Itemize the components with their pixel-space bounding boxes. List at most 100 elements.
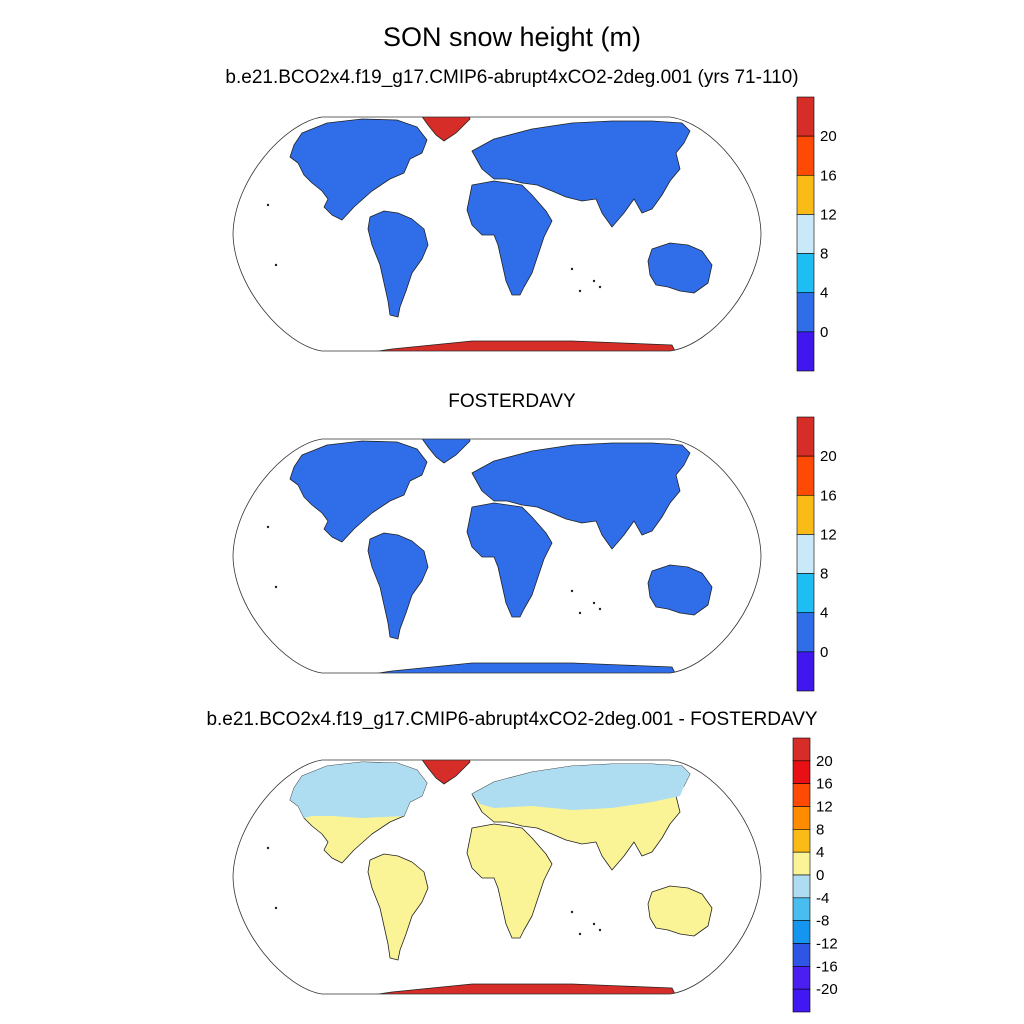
south-america-landmass — [367, 532, 429, 640]
island-coastline — [274, 263, 278, 267]
island-coastline — [274, 585, 278, 589]
eurasia-landmass — [471, 120, 691, 228]
colorbar-tick-label: -8 — [816, 913, 829, 930]
colorbar-swatch — [796, 416, 815, 457]
colorbar-swatch — [796, 651, 815, 692]
figure-title: SON snow height (m) — [382, 22, 642, 52]
north-america-landmass — [289, 440, 428, 543]
colorbar-swatch — [796, 253, 815, 294]
greenland-landmass — [417, 117, 471, 142]
africa-landmass — [466, 823, 553, 939]
colorbar-tick-label: 12 — [816, 799, 833, 816]
colorbar-tick-label: 16 — [820, 167, 837, 184]
map-projection-border — [232, 438, 762, 674]
island-coastline — [734, 305, 738, 309]
colorbar-swatch — [796, 135, 815, 176]
colorbar-swatch — [796, 534, 815, 574]
colorbar-tick-label: 12 — [820, 206, 837, 223]
greenland-landmass — [417, 760, 471, 785]
colorbar-tick-label: 20 — [820, 448, 837, 465]
colorbar-tick-label: 4 — [820, 605, 828, 622]
island-coastline — [598, 928, 602, 932]
island-coastline — [734, 948, 738, 952]
island-coastline — [578, 611, 582, 615]
colorbar-swatch — [792, 783, 811, 807]
island-coastline — [266, 846, 270, 850]
colorbar-swatch — [792, 874, 811, 899]
colorbar-tick-label: 20 — [820, 128, 837, 145]
colorbar-swatch — [796, 292, 815, 333]
colorbar-tick-label: 20 — [816, 753, 833, 770]
colorbar-swatch — [796, 96, 815, 137]
island-coastline — [746, 932, 750, 936]
island-coastline — [578, 289, 582, 293]
island-coastline — [746, 611, 750, 615]
island-coastline — [570, 910, 574, 914]
colorbar-swatch — [792, 851, 811, 876]
panel-2-map — [232, 438, 762, 674]
colorbar-swatch — [792, 760, 811, 784]
island-coastline — [592, 922, 596, 926]
colorbar-tick-label: 12 — [820, 526, 837, 543]
panel-3-colorbar: 20 16 12 8 4 0 -4 -8 -12 -16 -20 — [792, 737, 838, 1013]
island-coastline — [746, 289, 750, 293]
island-coastline — [266, 525, 270, 529]
colorbar-swatch — [792, 737, 811, 762]
panel-3-title: b.e21.BCO2x4.f19_g17.CMIP6-abrupt4xCO2-2… — [206, 709, 818, 730]
panel-1-map — [232, 116, 762, 352]
colorbar-swatch — [792, 920, 811, 944]
south-america-landmass — [367, 210, 429, 318]
colorbar-swatch — [796, 612, 815, 653]
antarctica-landmass — [338, 662, 677, 673]
island-coastline — [598, 285, 602, 289]
colorbar-swatch — [796, 174, 815, 215]
island-coastline — [598, 607, 602, 611]
colorbar-swatch — [792, 966, 811, 990]
colorbar-swatch — [792, 829, 811, 853]
island-coastline — [578, 932, 582, 936]
antarctica-landmass — [338, 983, 677, 994]
island-coastline — [570, 267, 574, 271]
australia-landmass — [647, 242, 713, 294]
northern-high-latitude-region — [290, 762, 690, 818]
colorbar-tick-label: 4 — [820, 285, 828, 302]
colorbar-tick-label: 16 — [820, 487, 837, 504]
island-coastline — [274, 906, 278, 910]
colorbar-tick-label: 16 — [816, 776, 833, 793]
eurasia-landmass — [471, 442, 691, 550]
panel-3-map — [232, 759, 762, 995]
north-america-landmass — [289, 118, 428, 221]
africa-landmass — [466, 502, 553, 618]
colorbar-tick-label: -4 — [816, 890, 829, 907]
colorbar-swatch — [792, 943, 811, 967]
antarctica-landmass — [338, 340, 677, 351]
island-coastline — [592, 601, 596, 605]
colorbar-tick-label: -12 — [816, 936, 838, 953]
colorbar-tick-label: 8 — [816, 821, 824, 838]
australia-landmass — [647, 564, 713, 616]
colorbar-tick-label: 0 — [820, 324, 828, 341]
panel-2-colorbar: 20 16 12 8 4 0 — [796, 416, 837, 692]
island-coastline — [570, 589, 574, 593]
panel-1-title: b.e21.BCO2x4.f19_g17.CMIP6-abrupt4xCO2-2… — [225, 67, 799, 88]
colorbar-tick-label: 4 — [816, 844, 824, 861]
colorbar-swatch — [792, 988, 811, 1013]
colorbar-swatch — [796, 331, 815, 372]
colorbar-tick-label: 0 — [820, 644, 828, 661]
colorbar-tick-label: -20 — [816, 981, 838, 998]
panel-1-colorbar: 20 16 12 8 4 0 — [796, 96, 837, 372]
colorbar-swatch — [792, 806, 811, 830]
greenland-landmass — [417, 439, 471, 464]
colorbar-tick-label: 0 — [816, 867, 824, 884]
colorbar-tick-label: -16 — [816, 958, 838, 975]
island-coastline — [734, 627, 738, 631]
south-america-landmass — [367, 853, 429, 961]
map-projection-border — [232, 759, 762, 995]
colorbar-swatch — [796, 214, 815, 254]
island-coastline — [266, 203, 270, 207]
colorbar-tick-label: 8 — [820, 566, 828, 583]
africa-landmass — [466, 180, 553, 296]
colorbar-swatch — [792, 897, 811, 921]
colorbar-swatch — [796, 494, 815, 535]
colorbar-tick-label: 8 — [820, 246, 828, 263]
